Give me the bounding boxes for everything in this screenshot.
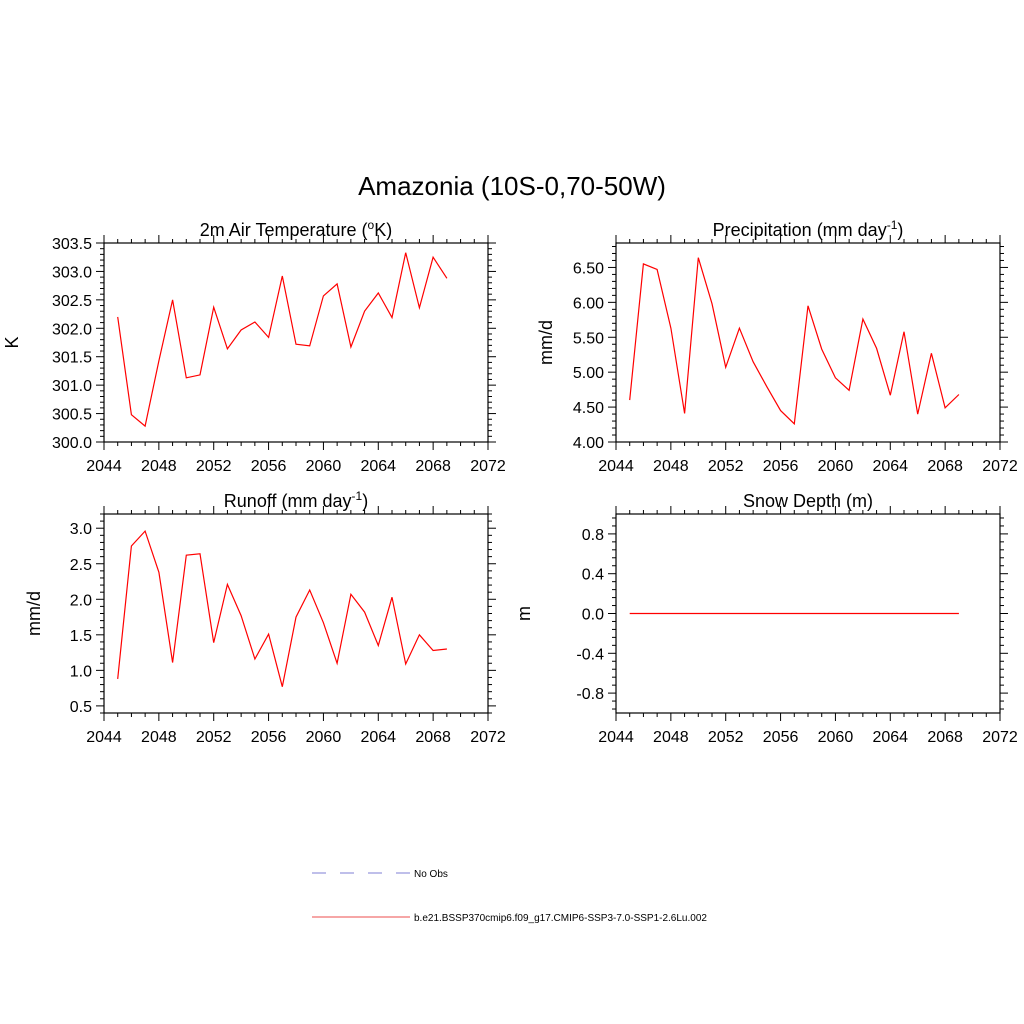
x-tick-label: 2044 [86,729,122,746]
x-tick-label: 2052 [708,729,744,746]
x-tick-label: 2048 [141,729,177,746]
y-tick-label: 301.5 [52,350,92,367]
y-tick-label: 0.5 [70,699,92,716]
y-axis-label: mm/d [24,591,44,636]
x-tick-label: 2044 [598,729,634,746]
x-tick-label: 2056 [763,729,799,746]
x-tick-label: 2072 [470,729,506,746]
x-tick-label: 2068 [415,458,451,475]
chart-title: Runoff (mm day-1) [224,489,368,511]
chart-title: 2m Air Temperature (oK) [200,218,392,240]
y-tick-label: 4.00 [573,435,604,452]
legend-label-no-obs: No Obs [414,869,448,880]
x-tick-label: 2056 [763,458,799,475]
chart-title: Precipitation (mm day-1) [713,218,904,240]
series-line [117,252,448,428]
x-tick-label: 2068 [927,729,963,746]
x-tick-label: 2056 [251,458,287,475]
chart-snow-depth: 2044 2048 2052 2056 2060 2064 2068 2072 -0.8 -0.4… [514,491,1018,746]
x-tick-label: 2044 [598,458,634,475]
y-tick-label: 303.5 [52,236,92,253]
legend-label-run: b.e21.BSSP370cmip6.f09_g17.CMIP6-SSP3-7.… [414,913,707,924]
y-tick-label: 0.0 [582,607,604,624]
y-tick-label: 5.00 [573,365,604,382]
x-tick-label: 2048 [141,458,177,475]
y-tick-label: 2.5 [70,557,92,574]
y-tick-label: 3.0 [70,521,92,538]
plot-frame [103,513,489,714]
y-tick-label: 301.0 [52,378,92,395]
series-line [629,257,960,426]
figure-title: Amazonia (10S-0,70-50W) [358,171,666,201]
y-tick-label: 5.50 [573,330,604,347]
chart-title: Snow Depth (m) [743,491,873,511]
x-tick-label: 2060 [818,458,854,475]
x-tick-label: 2068 [415,729,451,746]
chart-air-temperature: 2044 2048 2052 2056 2060 2064 2068 2072 300.0 300… [2,218,506,475]
y-axis-label: mm/d [536,320,556,365]
x-tick-label: 2060 [306,729,342,746]
y-tick-label: 1.5 [70,628,92,645]
y-tick-label: 6.00 [573,295,604,312]
y-tick-label: 300.5 [52,407,92,424]
x-tick-label: 2052 [708,458,744,475]
x-tick-label: 2052 [196,458,232,475]
y-axis-label: m [514,606,534,621]
x-tick-label: 2048 [653,729,689,746]
x-tick-label: 2072 [982,729,1018,746]
y-tick-label: 6.50 [573,260,604,277]
x-tick-label: 2064 [360,729,396,746]
panels: 2044 2048 2052 2056 2060 2064 2068 2072 300.0 300… [2,218,1018,746]
x-tick-label: 2064 [360,458,396,475]
y-tick-label: 0.4 [582,567,604,584]
x-tick-label: 2064 [872,729,908,746]
legend: No Obs b.e21.BSSP370cmip6.f09_g17.CMIP6-… [312,869,707,924]
x-tick-label: 2064 [872,458,908,475]
legend-entry-run: b.e21.BSSP370cmip6.f09_g17.CMIP6-SSP3-7.… [312,913,707,924]
y-tick-label: 303.0 [52,264,92,281]
x-tick-label: 2048 [653,458,689,475]
y-tick-label: 4.50 [573,400,604,417]
x-tick-label: 2068 [927,458,963,475]
x-tick-label: 2060 [818,729,854,746]
y-tick-label: 0.8 [582,527,604,544]
y-tick-label: 2.0 [70,592,92,609]
x-tick-label: 2044 [86,458,122,475]
x-tick-label: 2052 [196,729,232,746]
y-tick-label: -0.8 [576,686,604,703]
y-tick-label: 300.0 [52,435,92,452]
y-tick-label: 1.0 [70,663,92,680]
x-tick-label: 2072 [470,458,506,475]
y-axis-label: K [2,336,22,348]
legend-entry-no-obs: No Obs [312,869,448,880]
y-tick-label: 302.0 [52,321,92,338]
y-tick-label: 302.5 [52,293,92,310]
x-tick-label: 2072 [982,458,1018,475]
chart-runoff: 2044 2048 2052 2056 2060 2064 2068 2072 0.5 1.0 1.… [24,489,506,746]
chart-precipitation: 2044 2048 2052 2056 2060 2064 2068 2072 4.00 4.50… [536,218,1018,475]
x-tick-label: 2056 [251,729,287,746]
series-line [117,529,447,687]
y-tick-label: -0.4 [576,646,604,663]
x-tick-label: 2060 [306,458,342,475]
